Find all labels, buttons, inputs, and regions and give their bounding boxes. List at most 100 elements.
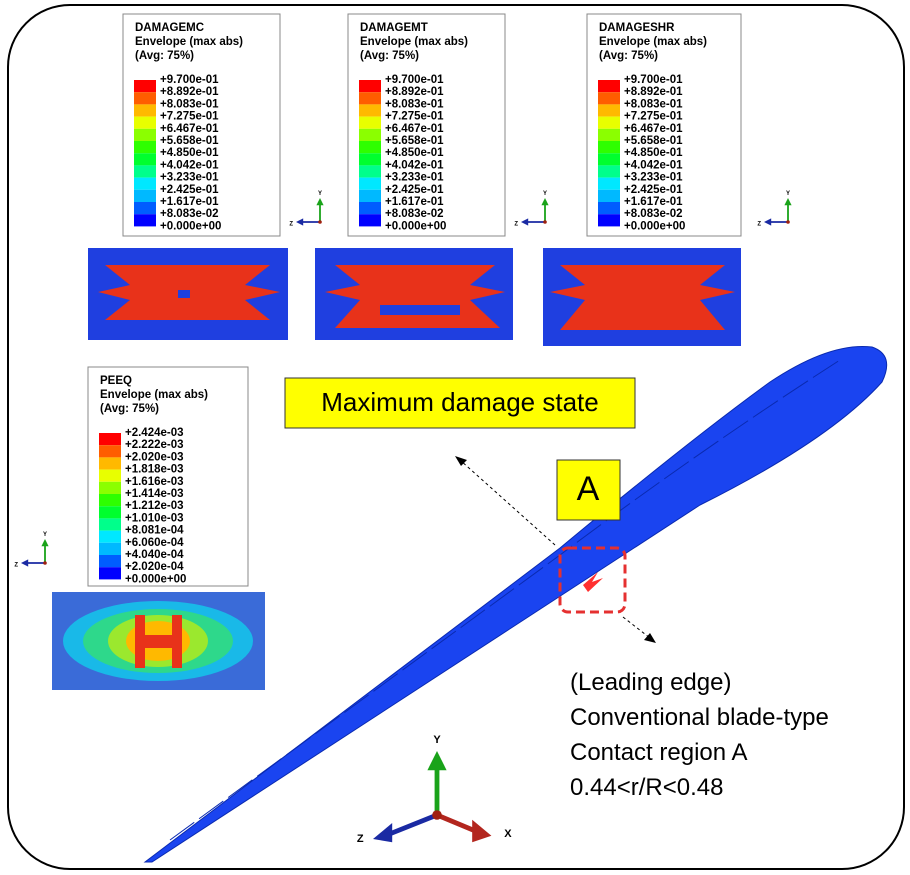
color-band xyxy=(598,202,620,214)
legend-label: +0.000e+00 xyxy=(160,220,221,232)
color-band xyxy=(598,153,620,165)
legend-label: +1.818e-03 xyxy=(125,464,184,476)
legend-label: +1.617e-01 xyxy=(624,196,683,208)
origin xyxy=(432,810,442,820)
legend-label: +0.000e+00 xyxy=(125,573,186,585)
color-band xyxy=(134,129,156,141)
origin xyxy=(318,220,322,224)
legend-label: +8.083e-02 xyxy=(624,208,683,220)
legend-label: +5.658e-01 xyxy=(624,135,683,147)
legend-title: DAMAGEMC xyxy=(135,22,204,34)
caption-line: 0.44<r/R<0.48 xyxy=(570,774,723,801)
legend-label: +4.042e-01 xyxy=(624,159,683,171)
color-band xyxy=(99,445,121,457)
legend-label: +8.892e-01 xyxy=(385,86,444,98)
legend-subtitle: Envelope (max abs) xyxy=(599,36,707,48)
legend-label: +1.616e-03 xyxy=(125,476,184,488)
legend-label: +3.233e-01 xyxy=(160,172,219,184)
legend-label: +9.700e-01 xyxy=(624,74,683,86)
legend-label: +7.275e-01 xyxy=(160,111,219,123)
axis-z-label: Z xyxy=(514,222,518,228)
legend-subtitle: Envelope (max abs) xyxy=(100,389,208,401)
legend-label: +4.040e-04 xyxy=(125,549,184,561)
origin xyxy=(43,561,47,565)
color-band xyxy=(99,506,121,518)
caption-line: Conventional blade-type xyxy=(570,704,829,731)
color-band xyxy=(359,190,381,202)
color-band xyxy=(359,80,381,92)
color-band xyxy=(134,153,156,165)
legend-label: +2.425e-01 xyxy=(160,184,219,196)
legend-label: +1.617e-01 xyxy=(160,196,219,208)
legend-label: +6.467e-01 xyxy=(160,123,219,135)
color-band xyxy=(359,165,381,177)
legend-label: +3.233e-01 xyxy=(624,172,683,184)
color-band xyxy=(134,178,156,190)
legend-label: +6.467e-01 xyxy=(385,123,444,135)
color-band xyxy=(359,104,381,116)
legend-label: +0.000e+00 xyxy=(624,220,685,232)
legend: DAMAGESHREnvelope (max abs)(Avg: 75%)+9.… xyxy=(587,14,741,236)
region-label: A xyxy=(577,470,600,508)
axis-y-label: Y xyxy=(318,191,322,197)
legend-label: +2.222e-03 xyxy=(125,439,184,451)
legend-label: +1.212e-03 xyxy=(125,500,184,512)
color-band xyxy=(134,165,156,177)
color-band xyxy=(598,92,620,104)
legend-average: (Avg: 75%) xyxy=(100,403,159,415)
color-band xyxy=(598,214,620,226)
legend-label: +0.000e+00 xyxy=(385,220,446,232)
color-band xyxy=(99,494,121,506)
color-band xyxy=(134,92,156,104)
legend-label: +8.081e-04 xyxy=(125,525,184,537)
color-band xyxy=(134,80,156,92)
legend-label: +8.892e-01 xyxy=(624,86,683,98)
color-band xyxy=(134,202,156,214)
legend-label: +1.617e-01 xyxy=(385,196,444,208)
color-band xyxy=(99,567,121,579)
legend-label: +7.275e-01 xyxy=(624,111,683,123)
callout: Maximum damage state xyxy=(321,387,598,417)
color-band xyxy=(99,518,121,530)
color-band xyxy=(134,214,156,226)
axis-y-label: Y xyxy=(43,532,47,538)
legend-label: +9.700e-01 xyxy=(385,74,444,86)
origin xyxy=(786,220,790,224)
axis-y-label: Y xyxy=(433,734,441,746)
legend-label: +8.083e-02 xyxy=(160,208,219,220)
axis-z-label: Z xyxy=(289,222,293,228)
color-band xyxy=(598,190,620,202)
color-band xyxy=(359,153,381,165)
legend-label: +5.658e-01 xyxy=(160,135,219,147)
axis-z-label: Z xyxy=(357,833,364,845)
color-band xyxy=(598,104,620,116)
legend-average: (Avg: 75%) xyxy=(360,50,419,62)
origin xyxy=(543,220,547,224)
axis-y-label: Y xyxy=(786,191,790,197)
legend-label: +4.850e-01 xyxy=(160,147,219,159)
color-band xyxy=(598,117,620,129)
caption-line: (Leading edge) xyxy=(570,669,731,696)
color-band xyxy=(99,470,121,482)
legend-label: +4.850e-01 xyxy=(385,147,444,159)
legend-label: +4.042e-01 xyxy=(160,159,219,171)
legend-label: +9.700e-01 xyxy=(160,74,219,86)
axis-z-label: Z xyxy=(14,563,18,569)
color-band xyxy=(359,129,381,141)
color-band xyxy=(99,482,121,494)
legend-subtitle: Envelope (max abs) xyxy=(360,36,468,48)
legend-title: DAMAGEMT xyxy=(360,22,428,34)
legend-label: +2.425e-01 xyxy=(624,184,683,196)
contour-peeq xyxy=(52,592,265,690)
legend-label: +6.467e-01 xyxy=(624,123,683,135)
color-band xyxy=(598,165,620,177)
legend-label: +2.020e-04 xyxy=(125,561,184,573)
color-band xyxy=(134,190,156,202)
color-band xyxy=(359,117,381,129)
legend-average: (Avg: 75%) xyxy=(135,50,194,62)
axis-y-label: Y xyxy=(543,191,547,197)
color-band xyxy=(598,80,620,92)
legend-label: +8.892e-01 xyxy=(160,86,219,98)
legend-label: +2.424e-03 xyxy=(125,427,184,439)
